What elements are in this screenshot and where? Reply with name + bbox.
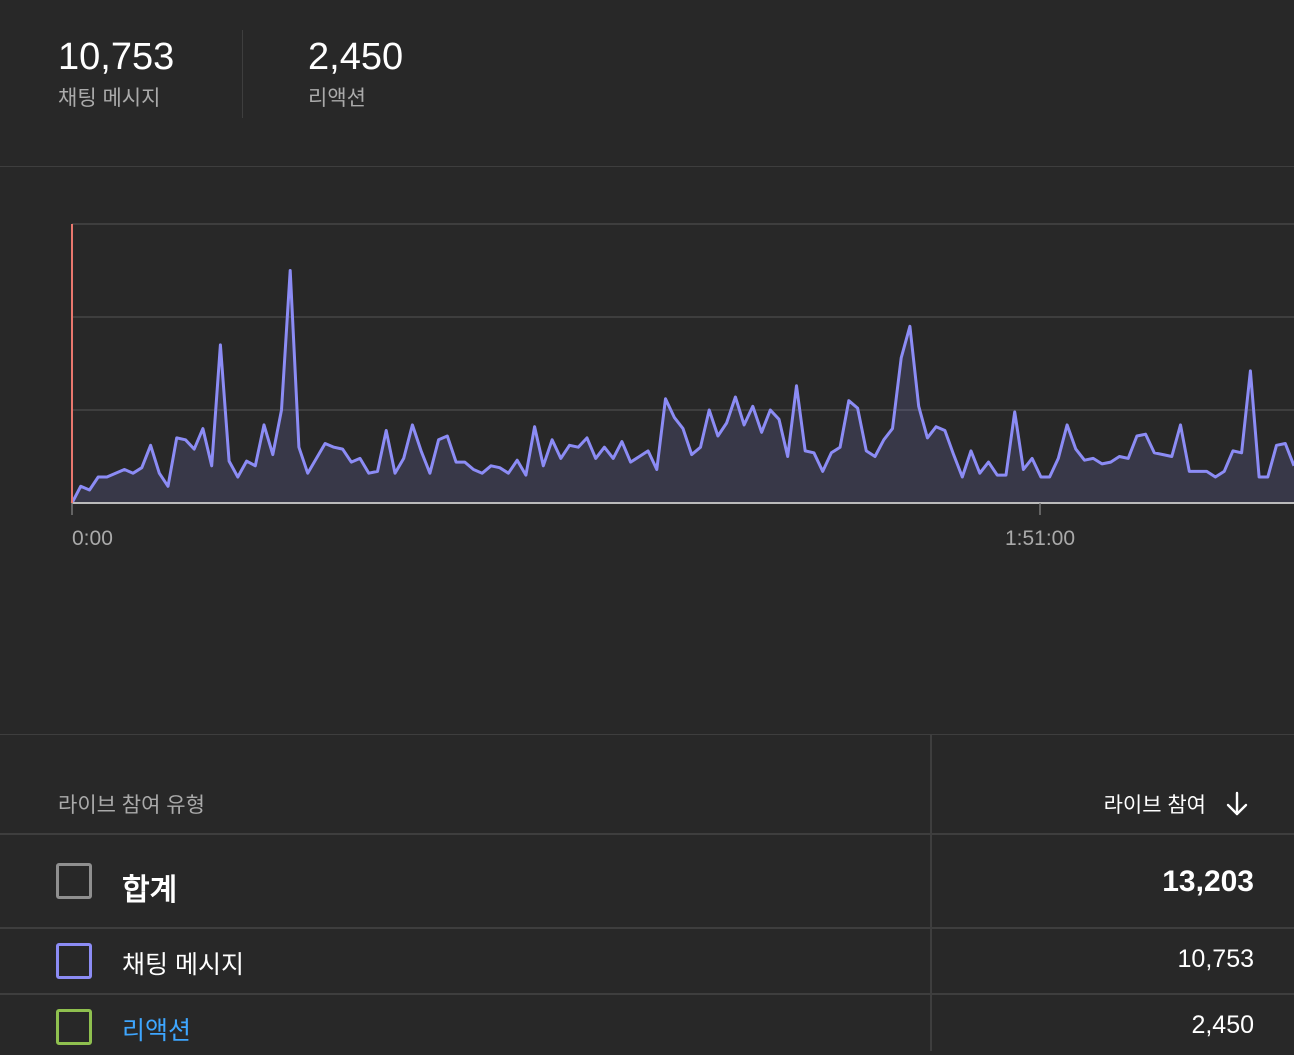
metric-label: 리액션 [308,87,366,110]
engagement-chart[interactable]: 0:00 1:51:00 [0,166,1294,734]
column-divider [930,735,932,1051]
row-value: 10,753 [1177,945,1254,973]
table-row-reactions[interactable]: 리액션 2,450 [0,995,1294,1055]
row-value: 13,203 [1162,865,1254,898]
x-tick-label: 1:51:00 [1005,527,1075,550]
chart-series-line[interactable] [70,269,1294,504]
engagement-table: 라이브 참여 유형 라이브 참여 합계 13,203 채팅 메시지 10,753… [0,734,1294,1051]
table-row-chat-messages[interactable]: 채팅 메시지 10,753 [0,929,1294,995]
row-label: 합계 [122,874,178,907]
table-header: 라이브 참여 유형 라이브 참여 [0,735,1294,835]
metrics-summary: 10,753 채팅 메시지 2,450 리액션 [0,0,1294,167]
checkbox-total[interactable] [56,863,92,899]
checkbox-chat-messages[interactable] [56,943,92,979]
row-label: 채팅 메시지 [122,951,244,979]
row-value: 2,450 [1191,1011,1254,1039]
metric-chat-messages[interactable]: 10,753 채팅 메시지 [58,34,174,114]
metric-label: 채팅 메시지 [58,87,161,110]
metric-reactions[interactable]: 2,450 리액션 [308,34,403,114]
chart-series-area [72,270,1294,503]
metric-divider [242,30,243,118]
column-header-type[interactable]: 라이브 참여 유형 [58,794,205,817]
metric-value: 2,450 [308,36,404,78]
table-row-total[interactable]: 합계 13,203 [0,835,1294,929]
row-label-link[interactable]: 리액션 [122,1017,192,1045]
engagement-chart-svg[interactable]: 0:00 1:51:00 [0,166,1294,734]
checkbox-reactions[interactable] [56,1009,92,1045]
sort-arrow-down-icon[interactable] [1222,789,1252,819]
x-tick-label: 0:00 [72,527,113,550]
column-header-live-engagement[interactable]: 라이브 참여 [1103,794,1206,817]
metric-value: 10,753 [58,36,175,78]
